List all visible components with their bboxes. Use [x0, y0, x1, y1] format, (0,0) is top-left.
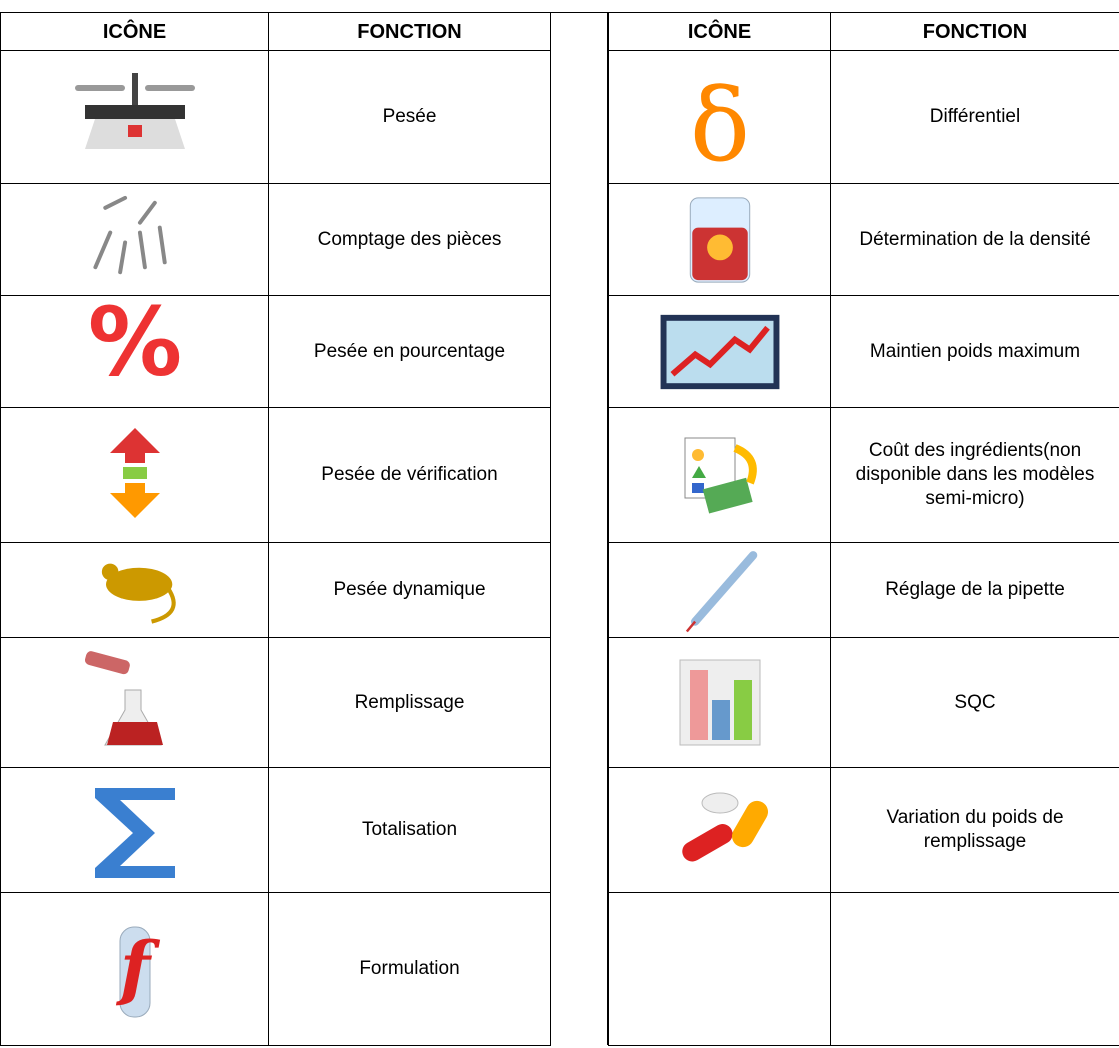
header-cell: FONCTION	[268, 12, 551, 51]
icon	[101, 563, 176, 624]
header-cell: ICÔNE	[608, 12, 831, 51]
icon-cell	[608, 892, 831, 1046]
function-cell: Réglage de la pipette	[830, 542, 1119, 638]
table-row: Coût des ingrédients(non disponible dans…	[608, 407, 1119, 543]
function-cell: Détermination de la densité	[830, 183, 1119, 296]
column-gap	[550, 12, 608, 1045]
svg-text:%: %	[87, 300, 181, 397]
icon-cell	[0, 407, 269, 543]
icon-cell	[0, 50, 269, 184]
icon: δ	[689, 67, 749, 170]
function-cell: Coût des ingrédients(non disponible dans…	[830, 407, 1119, 543]
function-cell: Maintien poids maximum	[830, 295, 1119, 408]
function-cell: Formulation	[268, 892, 551, 1046]
table-row: Totalisation	[0, 767, 551, 893]
icon	[660, 314, 779, 389]
icon	[679, 659, 760, 746]
table-row: Pesée	[0, 50, 551, 184]
icon-cell	[0, 183, 269, 296]
icon	[681, 792, 768, 861]
icon-cell	[608, 407, 831, 543]
icon	[92, 195, 167, 274]
table-row: Comptage des pièces	[0, 183, 551, 296]
table-row: Pesée dynamique	[0, 542, 551, 638]
icon	[94, 787, 175, 878]
table-row: Variation du poids de remplissage	[608, 767, 1119, 893]
function-cell: Pesée en pourcentage	[268, 295, 551, 408]
function-cell: Différentiel	[830, 50, 1119, 184]
table-row: % Pesée en pourcentage	[0, 295, 551, 408]
icon-cell	[0, 542, 269, 638]
function-cell: Totalisation	[268, 767, 551, 893]
svg-text:δ: δ	[689, 67, 749, 170]
function-cell: Pesée de vérification	[268, 407, 551, 543]
icon-cell	[608, 295, 831, 408]
table-row: Pesée de vérification	[0, 407, 551, 543]
icon	[684, 437, 757, 514]
icon	[74, 72, 195, 149]
icon-cell	[608, 542, 831, 638]
left-table: ICÔNE FONCTION Pesée Comptage des pièces%…	[0, 12, 551, 1046]
function-cell: Remplissage	[268, 637, 551, 768]
right-table: ICÔNE FONCTION δ Différentiel Déterminatio…	[608, 12, 1119, 1046]
icon-cell: %	[0, 295, 269, 408]
icon-cell	[0, 767, 269, 893]
icon-cell	[608, 637, 831, 768]
svg-text:f: f	[114, 926, 160, 1009]
icon-cell	[608, 183, 831, 296]
function-cell	[830, 892, 1119, 1046]
icon	[109, 427, 160, 518]
function-cell: Pesée	[268, 50, 551, 184]
table-row: δ Différentiel	[608, 50, 1119, 184]
table-row: SQC	[608, 637, 1119, 768]
icon	[84, 651, 163, 746]
icon	[689, 196, 750, 283]
table-row: Détermination de la densité	[608, 183, 1119, 296]
table-row: Maintien poids maximum	[608, 295, 1119, 408]
icon-cell	[608, 767, 831, 893]
function-cell: Pesée dynamique	[268, 542, 551, 638]
icon: %	[87, 300, 181, 397]
function-cell: Variation du poids de remplissage	[830, 767, 1119, 893]
function-cell: Comptage des pièces	[268, 183, 551, 296]
function-cell: SQC	[830, 637, 1119, 768]
table-row	[608, 892, 1119, 1046]
header-cell: FONCTION	[830, 12, 1119, 51]
table-row: f Formulation	[0, 892, 551, 1046]
header-cell: ICÔNE	[0, 12, 269, 51]
icon: f	[114, 926, 160, 1017]
table-row: Remplissage	[0, 637, 551, 768]
icon-cell: f	[0, 892, 269, 1046]
icon-cell	[0, 637, 269, 768]
icon-cell: δ	[608, 50, 831, 184]
table-row: Réglage de la pipette	[608, 542, 1119, 638]
icon	[685, 550, 757, 632]
